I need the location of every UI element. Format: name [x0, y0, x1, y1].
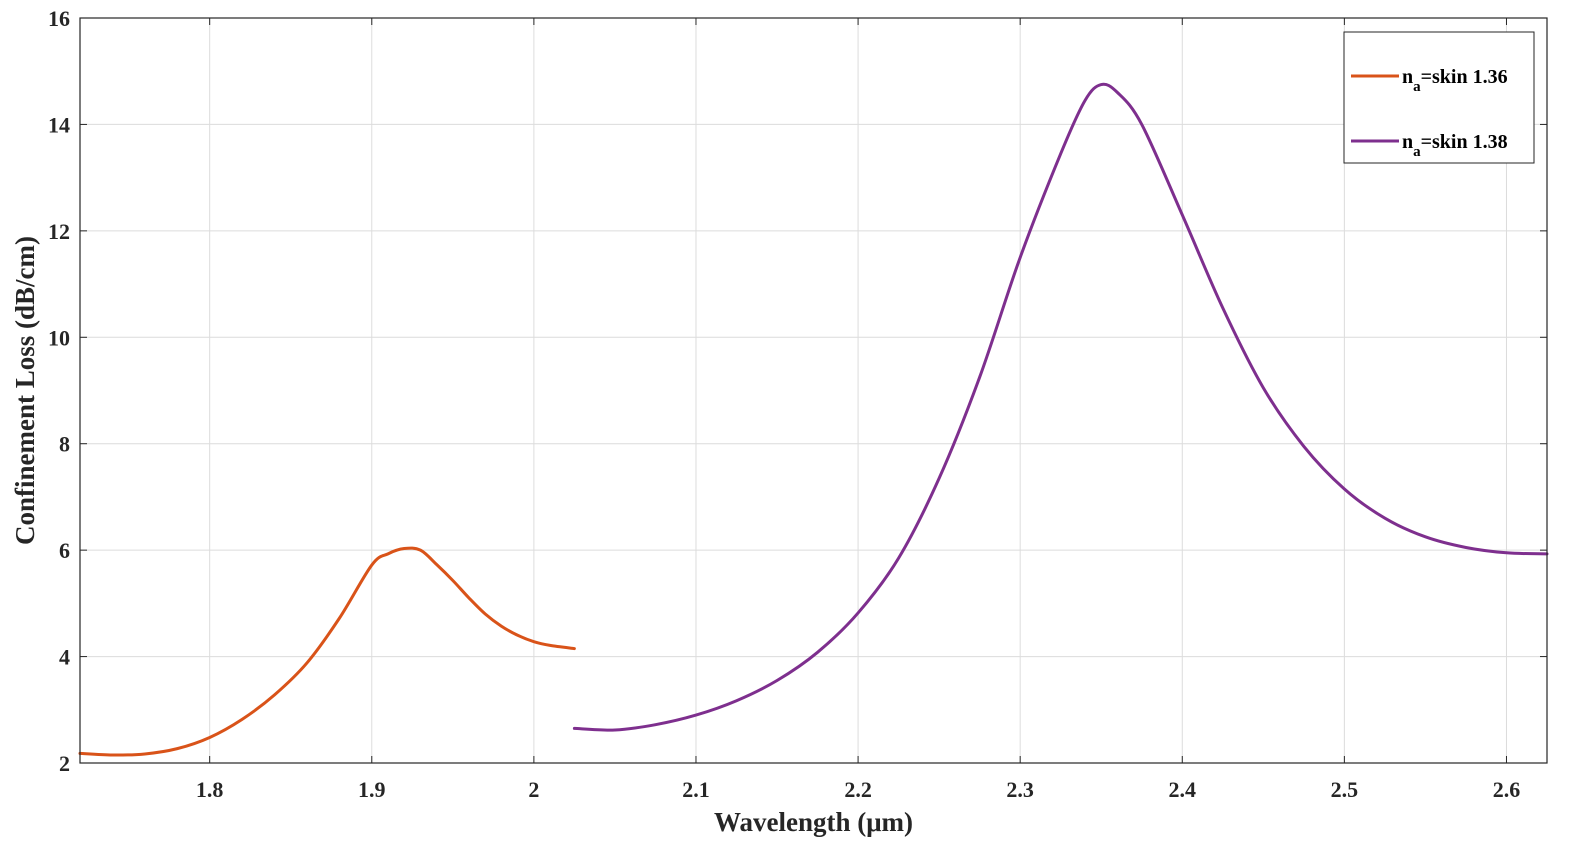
- legend-label-1: na=skin 1.36: [1402, 66, 1508, 95]
- y-tick-label: 16: [48, 6, 70, 31]
- legend-label-suffix: =skin 1.38: [1421, 131, 1508, 153]
- plot-frame: [79, 17, 1548, 764]
- x-tick-label: 2.3: [1006, 777, 1034, 802]
- y-tick-label: 4: [59, 645, 70, 670]
- x-axis-label: Wavelength (μm): [714, 807, 913, 837]
- y-tick-label: 12: [48, 219, 70, 244]
- x-tick-label: 1.9: [358, 777, 386, 802]
- x-tick-label: 2.6: [1493, 777, 1521, 802]
- y-tick-label: 8: [59, 432, 70, 457]
- x-tick-label: 2.2: [844, 777, 872, 802]
- legend-label-suffix: =skin 1.36: [1421, 66, 1508, 88]
- x-tick-label: 2.5: [1331, 777, 1359, 802]
- y-tick-label: 10: [48, 325, 70, 350]
- legend-label-main: n: [1402, 131, 1413, 153]
- series-line-2: [572, 82, 1549, 732]
- legend-label-main: n: [1402, 66, 1413, 88]
- y-tick-label: 2: [59, 751, 70, 776]
- x-tick-label: 2.1: [682, 777, 710, 802]
- series-layer: [78, 82, 1549, 757]
- legend-label-subscript: a: [1413, 79, 1421, 95]
- legend-label-subscript: a: [1413, 144, 1421, 160]
- y-tick-label: 6: [59, 538, 70, 563]
- y-tick-label: 14: [48, 112, 70, 137]
- legend-label-2: na=skin 1.38: [1402, 131, 1508, 160]
- x-tick-label: 1.8: [196, 777, 224, 802]
- x-tick-label: 2: [528, 777, 539, 802]
- ticks: 1.8 1.9 2 2.1 2.2 2.3 2.4 2.5 2.6 2 4 6 8 10 12 14 16: [48, 6, 1547, 802]
- y-axis-label: Confinement Loss (dB/cm): [10, 236, 40, 545]
- x-tick-label: 2.4: [1169, 777, 1197, 802]
- series-line-1: [78, 546, 576, 757]
